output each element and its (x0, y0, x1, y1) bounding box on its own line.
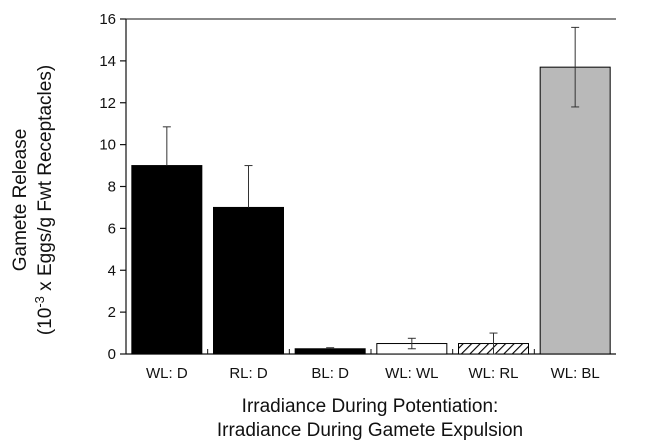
y-tick-label: 2 (108, 304, 116, 321)
y-tick-label: 10 (99, 137, 116, 154)
y-ticks: 0 2 4 6 8 10 12 14 16 (99, 11, 126, 363)
x-ticks (207, 349, 535, 354)
y-tick-label: 8 (108, 179, 116, 196)
x-axis-title-line1: Irradiance During Potentiation: (242, 396, 499, 417)
y-tick-label: 14 (99, 53, 116, 70)
error-bars (162, 26, 580, 355)
y-tick-label: 4 (108, 262, 116, 279)
bars (131, 66, 611, 355)
bar-wl-d (131, 165, 203, 355)
y-axis-title-line1: Gamete Release (10, 129, 31, 272)
x-tick-label: WL: BL (551, 365, 600, 382)
x-tick-label: BL: D (311, 365, 349, 382)
x-tick-label: WL: WL (385, 365, 438, 382)
bar-rl-d (213, 206, 284, 355)
x-axis-title-line2: Irradiance During Gamete Expulsion (217, 420, 523, 441)
y-axis-title-line2: (10-3 x Eggs/g Fwt Receptacles) (32, 65, 56, 335)
y-axis-title: Gamete Release (10-3 x Eggs/g Fwt Recept… (10, 65, 56, 335)
bar-wl-bl (539, 66, 611, 355)
y-tick-label: 6 (108, 220, 116, 237)
x-tick-label: WL: D (146, 365, 188, 382)
x-tick-label: WL: RL (468, 365, 518, 382)
y-tick-label: 16 (99, 11, 116, 28)
y-tick-label: 12 (99, 95, 116, 112)
x-labels: WL: D RL: D BL: D WL: WL WL: RL WL: BL (146, 365, 600, 382)
bar-bl-d (294, 348, 366, 355)
x-tick-label: RL: D (229, 365, 268, 382)
y-tick-label: 0 (108, 346, 116, 363)
